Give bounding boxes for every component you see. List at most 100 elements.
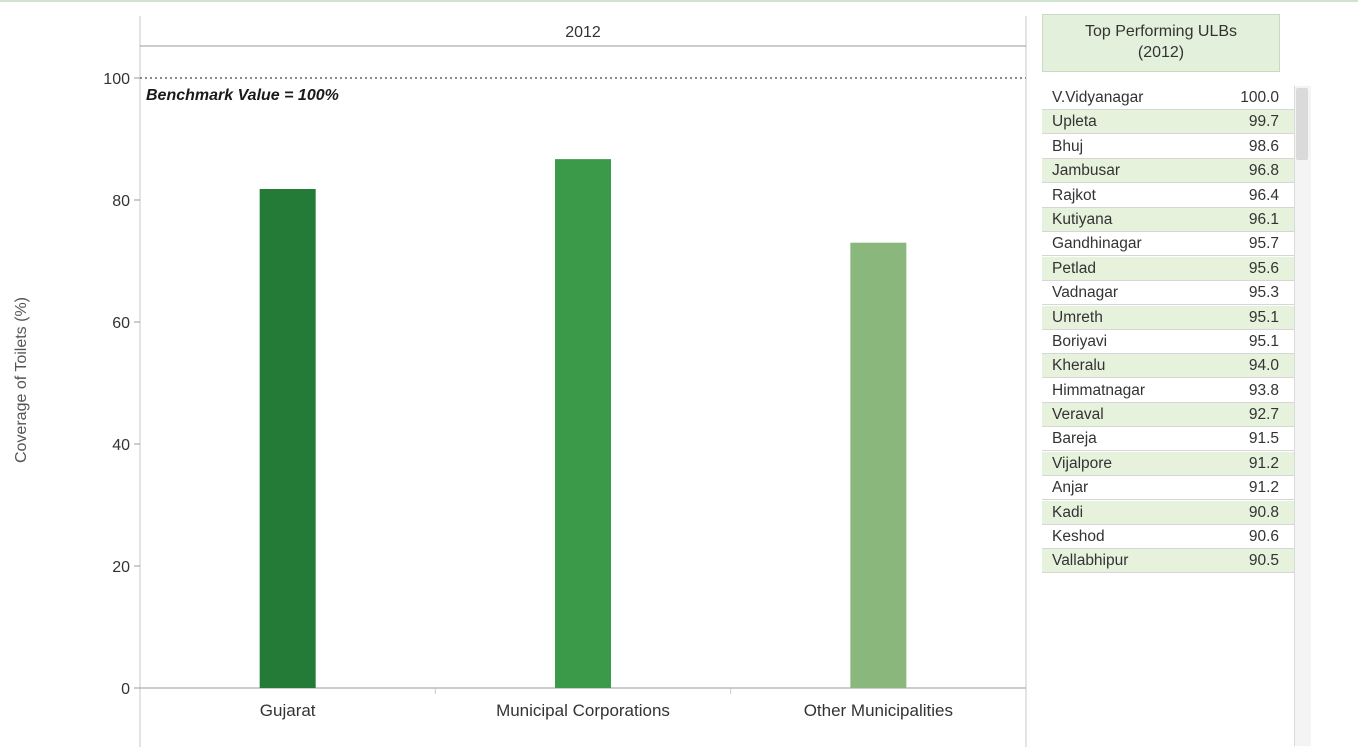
y-tick-label: 80	[112, 193, 130, 210]
ulb-name: Rajkot	[1052, 186, 1096, 204]
table-row-background	[1042, 427, 1294, 452]
table-row-background	[1042, 256, 1294, 281]
ulb-name: Kadi	[1052, 503, 1084, 521]
ulb-table-rows: V.Vidyanagar 100.0 Upleta 99.7 Bhuj 98.6 Jambu…	[1042, 86, 1340, 574]
ulb-name: Veraval	[1052, 406, 1104, 424]
ulb-value: 91.5	[1248, 430, 1279, 448]
table-row: Vijalpore 91.2	[1042, 451, 1340, 476]
table-row-background	[1042, 232, 1294, 257]
ulb-value: 92.7	[1248, 406, 1279, 424]
table-row-background	[1042, 354, 1294, 379]
coverage-bar-chart: 2012 0 20 40 60 80 100 Benchmark Value = 100% Gu…	[103, 16, 1027, 747]
ulb-name: Vijalpore	[1052, 454, 1113, 472]
table-row-background	[1042, 135, 1294, 159]
table-row: Kutiyana 96.1	[1042, 207, 1340, 232]
y-axis-label: Coverage of Toilets (%)	[13, 297, 30, 463]
table-scrollbar-thumb[interactable]	[1296, 88, 1308, 160]
table-row: Vallabhipur 90.5	[1042, 549, 1340, 574]
table-row: Bareja 91.5	[1042, 427, 1340, 452]
top-performing-ulbs-panel: Top Performing ULBs (2012) V.Vidyanagar 1…	[1042, 14, 1356, 747]
table-row: Vadnagar 95.3	[1042, 281, 1340, 306]
ulb-name: Vadnagar	[1052, 284, 1119, 302]
bar-municipal-corporations	[555, 159, 611, 688]
ulb-value: 96.1	[1248, 210, 1279, 228]
y-tick-label: 0	[121, 681, 130, 698]
ulb-name: Vallabhipur	[1052, 552, 1129, 570]
table-row: Gandhinagar 95.7	[1042, 232, 1340, 257]
table-row-background	[1042, 549, 1294, 574]
table-title-line2: (2012)	[1137, 44, 1185, 61]
table-row-background	[1042, 305, 1294, 330]
ulb-name: Upleta	[1052, 113, 1097, 131]
ulb-value: 95.3	[1248, 284, 1279, 302]
table-row: Upleta 99.7	[1042, 110, 1340, 135]
ulb-value: 95.1	[1248, 308, 1279, 326]
ulb-value: 96.4	[1248, 186, 1279, 204]
ulb-value: 91.2	[1248, 479, 1279, 497]
ulb-value: 100.0	[1240, 89, 1279, 106]
table-row-background	[1042, 379, 1294, 403]
table-row: Bhuj 98.6	[1042, 135, 1340, 159]
table-row-background	[1042, 451, 1294, 476]
table-row: Rajkot 96.4	[1042, 184, 1340, 208]
table-row: Veraval 92.7	[1042, 403, 1340, 428]
y-tick-label: 60	[112, 315, 130, 332]
y-tick-label: 100	[103, 71, 130, 88]
ulb-value: 90.8	[1248, 503, 1279, 521]
ulb-value: 93.8	[1248, 381, 1279, 399]
ulb-name: V.Vidyanagar	[1052, 89, 1144, 106]
ulb-name: Anjar	[1052, 479, 1089, 497]
ulb-value: 96.8	[1248, 162, 1279, 180]
table-row: Boriyavi 95.1	[1042, 330, 1340, 354]
panel-header: 2012	[565, 24, 601, 41]
top-accent-rule	[0, 0, 1358, 2]
ulb-value: 90.5	[1248, 552, 1279, 570]
table-row: Petlad 95.6	[1042, 256, 1340, 281]
table-title-line1: Top Performing ULBs	[1084, 23, 1238, 40]
ulb-name: Jambusar	[1052, 162, 1121, 180]
table-row: Umreth 95.1	[1042, 305, 1340, 330]
table-row-background	[1042, 184, 1294, 208]
table-row: Keshod 90.6	[1042, 525, 1340, 550]
ulb-value: 95.6	[1248, 259, 1279, 277]
ulb-name: Bhuj	[1052, 137, 1084, 155]
table-row: Himmatnagar 93.8	[1042, 379, 1340, 403]
benchmark-label: Benchmark Value = 100%	[146, 87, 339, 104]
table-row-background	[1042, 281, 1294, 306]
table-scrollbar[interactable]	[1294, 86, 1311, 746]
x-tick-label: Municipal Corporations	[496, 701, 670, 720]
y-tick-label: 40	[112, 437, 130, 454]
ulb-name: Umreth	[1052, 308, 1103, 326]
table-title: Top Performing ULBs (2012)	[1042, 14, 1280, 72]
ulb-value: 95.7	[1248, 235, 1279, 253]
x-tick-label: Other Municipalities	[804, 701, 953, 720]
table-row: V.Vidyanagar 100.0	[1042, 86, 1340, 110]
table-row-background	[1042, 525, 1294, 550]
table-row: Anjar 91.2	[1042, 476, 1340, 501]
bar-other-municipalities	[850, 242, 907, 688]
ulb-value: 95.1	[1248, 332, 1279, 350]
ulb-name: Himmatnagar	[1052, 381, 1146, 399]
table-row-background	[1042, 500, 1294, 525]
ulb-name: Boriyavi	[1052, 332, 1108, 350]
ulb-name: Kheralu	[1052, 357, 1106, 375]
table-row: Kadi 90.8	[1042, 500, 1340, 525]
ulb-value: 98.6	[1248, 137, 1279, 155]
table-row-background	[1042, 159, 1294, 184]
x-tick-label: Gujarat	[260, 701, 316, 720]
y-tick-label: 20	[112, 559, 130, 576]
table-row-background	[1042, 110, 1294, 135]
ulb-value: 90.6	[1248, 528, 1279, 546]
ulb-value: 94.0	[1248, 357, 1279, 375]
ulb-name: Keshod	[1052, 528, 1105, 546]
table-row-background	[1042, 86, 1294, 110]
ulb-name: Gandhinagar	[1052, 235, 1142, 253]
table-row-background	[1042, 476, 1294, 501]
ulb-value: 91.2	[1248, 454, 1279, 472]
bar-gujarat	[259, 189, 316, 688]
ulb-name: Kutiyana	[1052, 210, 1113, 228]
ulb-name: Bareja	[1052, 430, 1097, 448]
table-row: Kheralu 94.0	[1042, 354, 1340, 379]
ulb-name: Petlad	[1052, 259, 1096, 277]
table-row-background	[1042, 330, 1294, 354]
